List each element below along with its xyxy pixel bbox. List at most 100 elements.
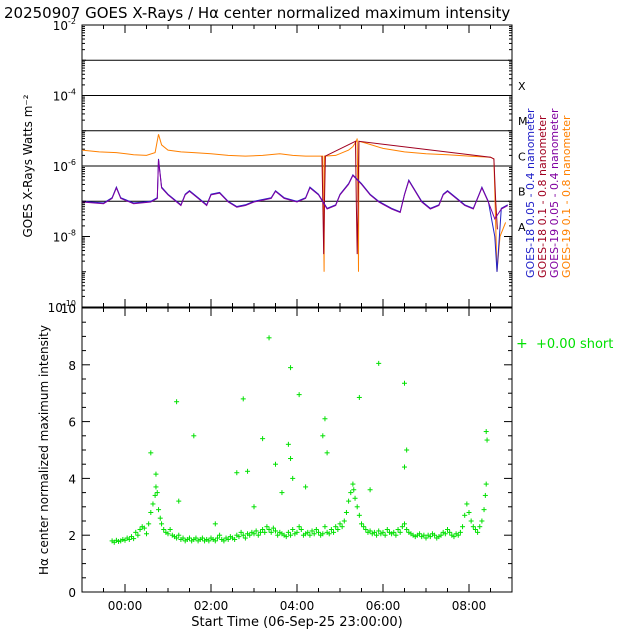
halpha-point: [161, 527, 167, 533]
halpha-point: [466, 509, 472, 515]
halpha-point: [153, 484, 159, 490]
x-tick-label: 04:00: [280, 599, 315, 613]
halpha-point: [150, 501, 156, 507]
halpha-point: [339, 524, 345, 530]
y-tick-label: 4: [68, 472, 76, 486]
halpha-point: [245, 468, 251, 474]
halpha-point: [141, 525, 147, 531]
halpha-point: [273, 461, 278, 467]
halpha-point: [320, 531, 326, 537]
halpha-point: [247, 532, 253, 538]
halpha-legend-symbol: +: [516, 336, 528, 352]
halpha-point: [199, 535, 205, 541]
y-tick-label: 10: [61, 302, 76, 316]
halpha-point: [156, 507, 162, 513]
halpha-point: [470, 524, 476, 530]
y-tick-label: 10-6: [53, 158, 76, 174]
halpha-point: [260, 527, 266, 533]
halpha-point: [298, 527, 304, 533]
halpha-point: [442, 531, 448, 537]
halpha-point: [335, 527, 341, 533]
halpha-point: [266, 335, 272, 341]
halpha-point: [176, 498, 182, 504]
halpha-point: [153, 471, 159, 477]
halpha-point: [483, 481, 489, 487]
halpha-point: [399, 524, 405, 530]
halpha-point: [468, 518, 474, 524]
halpha-point: [326, 531, 332, 537]
goes-legend-entry-2: GOES-19 0.05 - 0.4 nanometer: [548, 108, 561, 278]
halpha-plot-frame: [81, 307, 513, 593]
halpha-point: [356, 394, 362, 400]
halpha-point: [148, 450, 154, 456]
halpha-point: [475, 529, 481, 535]
halpha-point: [214, 535, 220, 541]
halpha-point: [391, 529, 397, 535]
goes-xray-series: [81, 134, 508, 272]
halpha-point: [303, 484, 309, 490]
halpha-point: [432, 532, 438, 538]
x-tick-label: 00:00: [108, 599, 143, 613]
goes-series-line-2: [81, 158, 508, 272]
halpha-point: [191, 433, 197, 439]
halpha-point: [305, 529, 311, 535]
halpha-point: [457, 529, 463, 535]
flare-class-gridlines: [82, 59, 512, 202]
y-tick-label: 8: [68, 359, 76, 373]
goes-xray-y-axis-label: GOES X-Rays Watts m⁻²: [21, 94, 35, 237]
halpha-point: [131, 536, 137, 542]
halpha-point: [296, 524, 302, 530]
goes-series-line-1: [321, 140, 498, 255]
halpha-point: [260, 436, 266, 442]
halpha-point: [460, 524, 466, 530]
halpha-point: [159, 521, 165, 527]
halpha-x-ticks: 00:00 02:00 04:00 06:00 08:00: [81, 308, 513, 613]
halpha-point: [352, 495, 358, 501]
halpha-point: [417, 531, 423, 537]
halpha-point: [423, 535, 429, 541]
halpha-point: [311, 531, 317, 537]
x-axis-label: Start Time (06-Sep-25 23:00:00): [191, 615, 402, 630]
halpha-point: [146, 521, 152, 527]
halpha-point: [212, 521, 218, 527]
flare-class-label-b: B: [518, 186, 526, 199]
halpha-point: [193, 535, 199, 541]
halpha-point: [402, 464, 407, 470]
halpha-point: [320, 433, 326, 439]
halpha-point: [331, 529, 337, 535]
halpha-point: [126, 536, 132, 542]
halpha-point: [253, 528, 259, 534]
halpha-point: [290, 475, 296, 481]
goes-legend-entry-0: GOES-18 0.05 - 0.4 nanometer: [524, 108, 537, 278]
halpha-point: [225, 536, 231, 542]
halpha-point: [236, 534, 242, 540]
halpha-panel: 0 2 4 6 8 10 00:00 02:00 04:00 06:00 08:00 Hα cen…: [37, 302, 613, 630]
halpha-point: [351, 487, 357, 493]
halpha-point: [328, 527, 334, 533]
halpha-point: [270, 525, 276, 531]
halpha-point: [255, 532, 261, 538]
y-tick-label: 10-10: [48, 299, 76, 315]
halpha-point: [477, 524, 483, 530]
halpha-point: [257, 529, 263, 535]
halpha-point: [307, 532, 313, 538]
halpha-point: [290, 527, 296, 533]
halpha-point: [313, 527, 319, 533]
goes-series-line-0: [81, 134, 507, 272]
halpha-point: [374, 532, 380, 538]
halpha-point: [285, 529, 291, 535]
halpha-point: [262, 529, 268, 535]
halpha-scatter-points: [109, 335, 490, 545]
flare-class-label-m: M: [518, 115, 528, 128]
halpha-point: [174, 399, 180, 405]
halpha-y-ticks: 0 2 4 6 8 10: [61, 302, 512, 600]
halpha-legend-label: +0.00 short: [536, 337, 613, 352]
halpha-point: [462, 512, 468, 518]
halpha-point: [421, 532, 427, 538]
x-tick-label: 06:00: [366, 599, 401, 613]
halpha-point: [238, 529, 244, 535]
halpha-point: [137, 527, 143, 533]
halpha-point: [268, 529, 274, 535]
halpha-point: [206, 538, 212, 544]
